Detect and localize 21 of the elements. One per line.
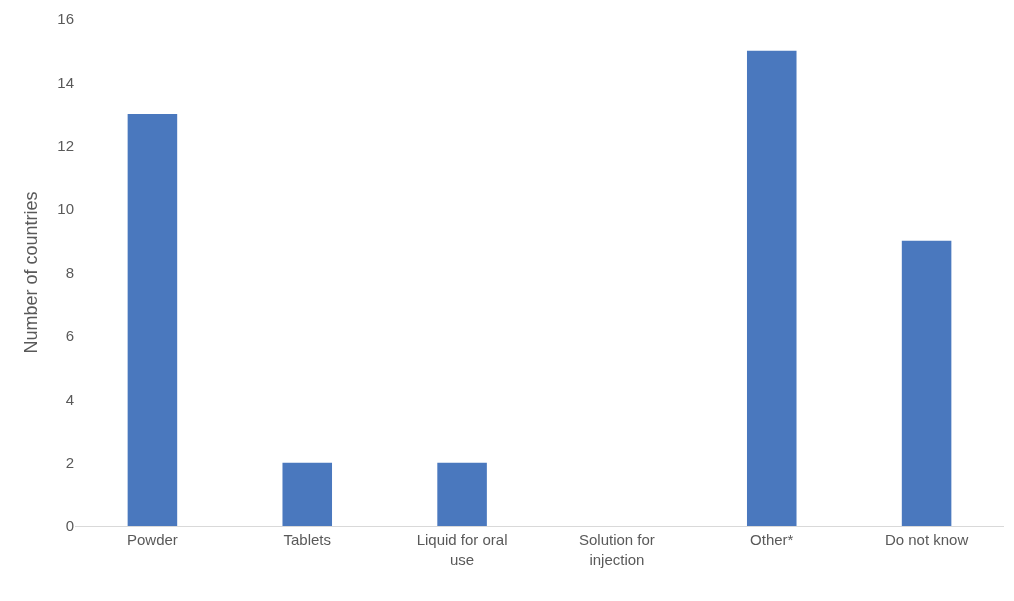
y-tick-label: 6 xyxy=(65,327,74,345)
bar xyxy=(746,50,797,526)
x-tick-label: Other* xyxy=(750,531,794,548)
x-tick-label: Tablets xyxy=(283,531,332,548)
y-tick-label: 12 xyxy=(57,137,74,154)
y-tick-label: 16 xyxy=(57,10,74,28)
bar xyxy=(437,462,487,526)
y-tick-label: 4 xyxy=(65,390,74,408)
x-tick-label: Liquid for oral use xyxy=(416,531,508,568)
y-tick-label: 0 xyxy=(65,517,74,535)
bar xyxy=(901,240,952,526)
x-tick-label: Solution for injection xyxy=(578,531,655,568)
y-axis-title: Number of countries xyxy=(20,191,41,354)
y-tick-label: 8 xyxy=(65,263,74,281)
bar xyxy=(282,462,333,526)
x-tick-label: Do not know xyxy=(884,531,969,548)
bar xyxy=(127,114,178,526)
y-tick-label: 2 xyxy=(65,453,74,471)
y-tick-label: 14 xyxy=(57,73,74,91)
x-tick-label: Powder xyxy=(126,531,178,548)
y-tick-label: 10 xyxy=(57,200,74,218)
